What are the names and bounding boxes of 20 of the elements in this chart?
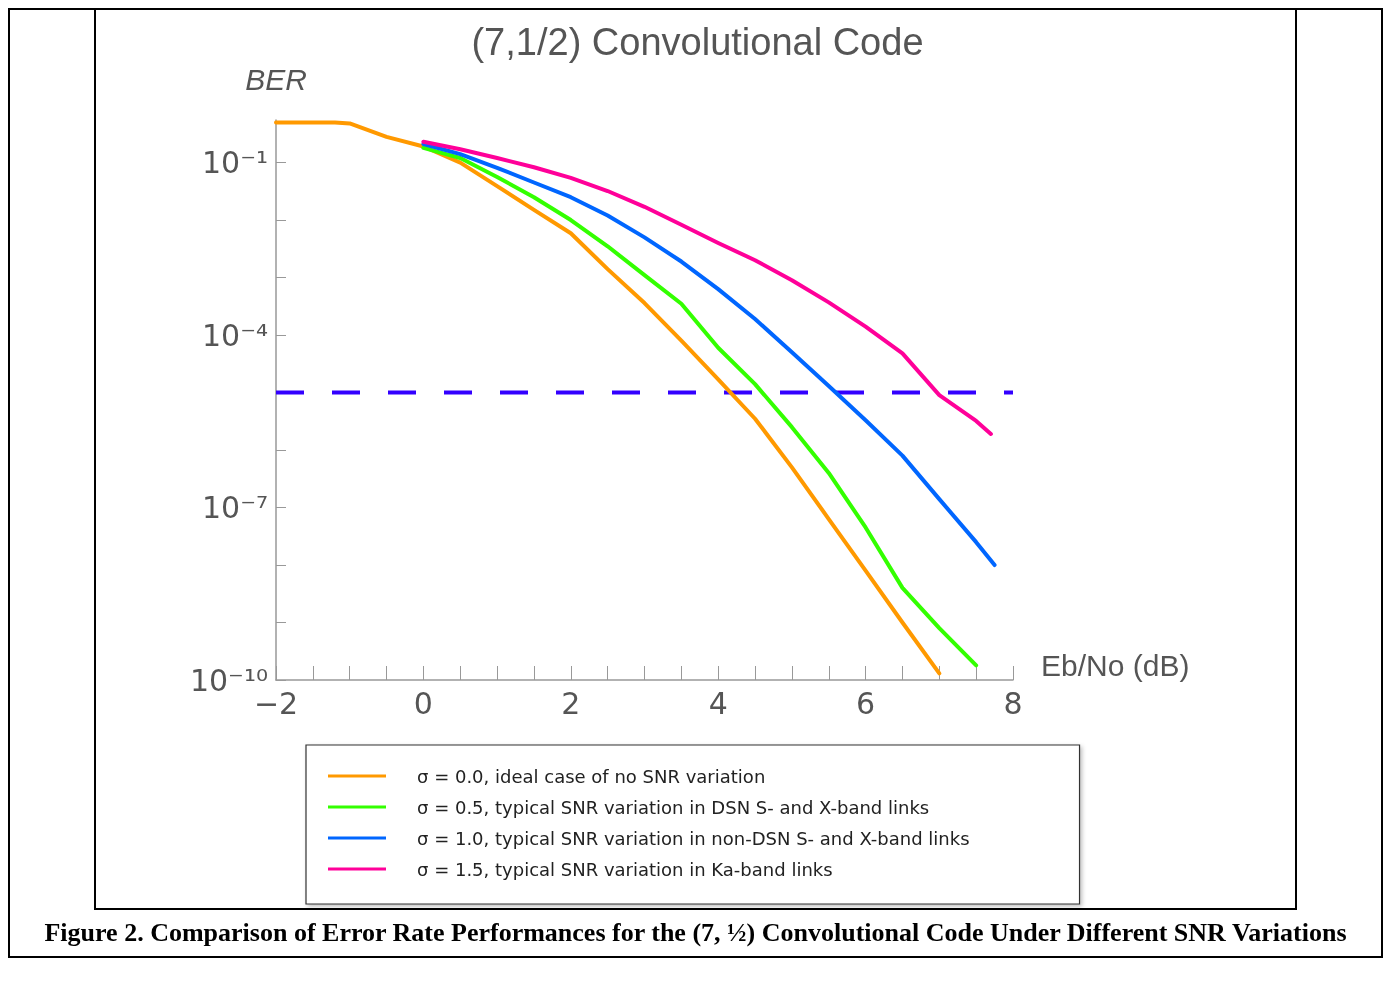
y-tick-label: 10⁻⁷ [201,490,268,526]
x-tick-label: 4 [708,685,728,721]
chart-title: (7,1/2) Convolutional Code [471,21,924,63]
x-tick-label: 8 [1003,685,1023,721]
x-axis-title: Eb/No (dB) [1041,648,1190,682]
x-tick-label: 0 [413,685,433,721]
legend-label: σ = 0.5, typical SNR variation in DSN S- and X-band links [417,796,930,818]
y-axis-title: BER [245,62,307,96]
x-tick-label: 6 [856,685,876,721]
y-tick-label: 10⁻⁴ [201,317,268,353]
line-series [421,145,979,668]
legend-label: σ = 0.0, ideal case of no SNR variation [417,765,766,787]
legend-label: σ = 1.0, typical SNR variation in non-DSN S- and X-band links [417,827,970,849]
line-series [421,139,993,436]
legend-label: σ = 1.5, typical SNR variation in Ka-band links [417,858,833,880]
line-series [421,142,997,568]
caption: Figure 2. Comparison of Error Rate Performances for the (7, ½) Convolutional Code Under Different SNR Variations [43,917,1348,949]
x-tick-label: 2 [561,685,581,721]
y-tick-label: 10⁻¹ [201,145,268,181]
line-series [274,120,942,676]
